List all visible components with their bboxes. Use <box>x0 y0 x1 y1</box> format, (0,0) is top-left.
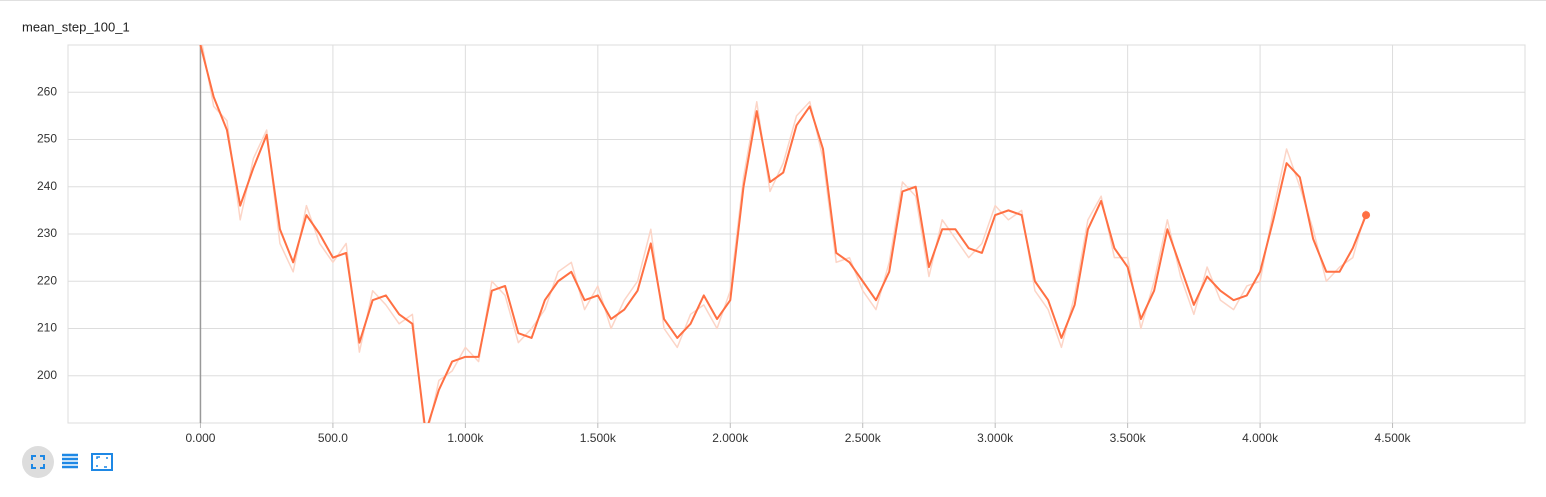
chart-title: mean_step_100_1 <box>22 19 130 34</box>
x-tick-label: 3.000k <box>977 431 1014 445</box>
toolbar <box>22 446 113 478</box>
x-tick-label: 500.0 <box>318 431 348 445</box>
x-tick-label: 3.500k <box>1110 431 1147 445</box>
y-tick-label: 200 <box>37 368 57 382</box>
raw-line <box>201 45 1367 423</box>
x-tick-label: 2.500k <box>845 431 882 445</box>
y-tick-label: 230 <box>37 226 57 240</box>
data-table-icon[interactable] <box>62 453 78 469</box>
y-tick-label: 250 <box>37 132 57 146</box>
x-tick-label: 2.000k <box>712 431 749 445</box>
expand-icon-inner[interactable] <box>96 456 108 468</box>
x-tick-label: 1.500k <box>580 431 617 445</box>
smoothed-line <box>199 45 1367 423</box>
x-tick-label: 4.500k <box>1375 431 1412 445</box>
y-tick-label: 240 <box>37 179 57 193</box>
fit-domain-button-bg[interactable] <box>22 446 54 478</box>
x-tick-label: 0.000 <box>185 431 215 445</box>
last-point-dot <box>1362 211 1371 220</box>
fit-domain-icon[interactable] <box>31 455 45 469</box>
y-tick-label: 260 <box>37 84 57 98</box>
x-tick-label: 4.000k <box>1242 431 1279 445</box>
x-tick-label: 1.000k <box>447 431 484 445</box>
expand-icon[interactable] <box>91 453 113 471</box>
y-tick-label: 210 <box>37 321 57 335</box>
y-tick-label: 220 <box>37 273 57 287</box>
